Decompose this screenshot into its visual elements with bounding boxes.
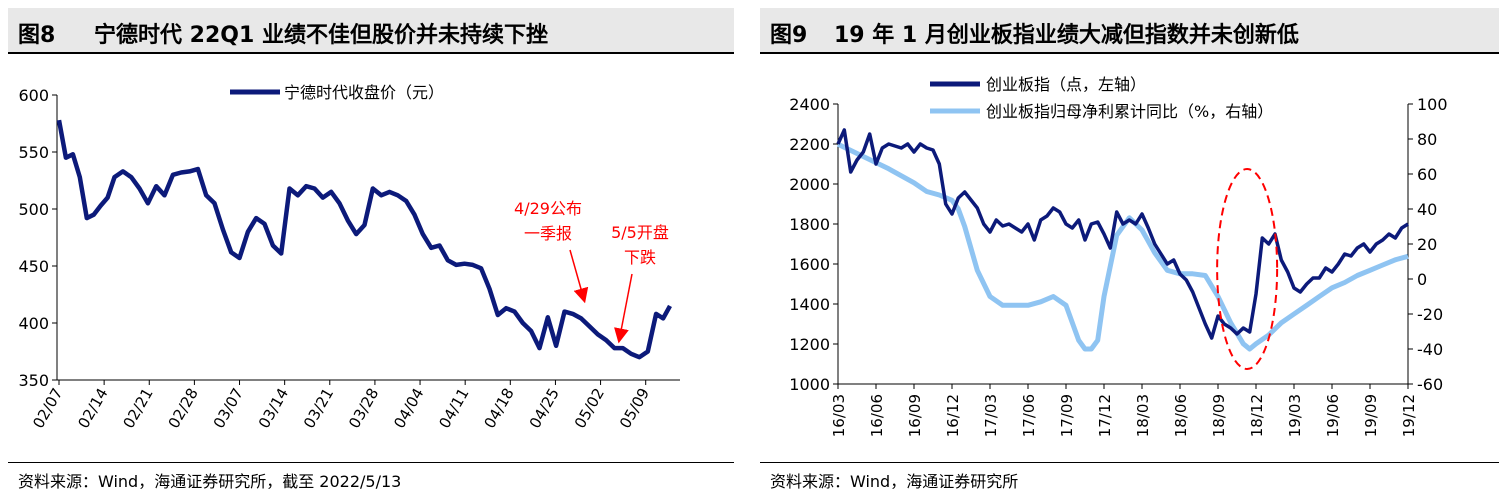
x-tick-label: 03/21 xyxy=(300,385,337,431)
x-tick-label: 04/18 xyxy=(481,385,518,431)
x-tick-label: 19/03 xyxy=(1286,394,1304,437)
x-tick-label: 05/02 xyxy=(571,385,608,431)
annotation-q1-report-line1: 4/29公布 xyxy=(514,199,582,218)
x-tick-label: 03/07 xyxy=(210,385,247,431)
y-tick-label-right: -60 xyxy=(1417,375,1443,394)
right-figure-number: 图9 xyxy=(770,23,808,48)
right-chart: 10001200140016001800200022002400-60-40-2… xyxy=(789,75,1448,437)
x-tick-label: 18/03 xyxy=(1134,394,1152,437)
y-tick-label-right: -40 xyxy=(1417,340,1443,359)
annotation-may5-drop-line1: 5/5开盘 xyxy=(611,223,669,242)
legend-label-index: 创业板指（点，左轴） xyxy=(986,75,1146,94)
y-tick-label-right: 100 xyxy=(1417,95,1448,114)
right-source: 资料来源：Wind，海通证券研究所 xyxy=(770,472,1019,491)
y-tick-label-right: 20 xyxy=(1417,235,1437,254)
series-line-chinext-index xyxy=(836,128,1409,340)
x-tick-label: 02/14 xyxy=(74,385,111,431)
right-bottom-rule xyxy=(760,462,1499,463)
y-tick-label-right: 60 xyxy=(1417,165,1437,184)
legend-label: 宁德时代收盘价（元） xyxy=(284,83,444,102)
x-tick-label: 03/28 xyxy=(345,385,382,431)
y-tick-label-left: 1000 xyxy=(789,375,830,394)
y-tick-label: 500 xyxy=(18,200,49,219)
y-tick-label: 400 xyxy=(18,314,49,333)
annotation-arrow-q1-report xyxy=(569,249,589,304)
y-tick-label: 600 xyxy=(18,86,49,105)
y-tick-label-left: 2400 xyxy=(789,95,830,114)
y-tick-label-left: 2200 xyxy=(789,135,830,154)
x-tick-label: 18/09 xyxy=(1210,394,1228,437)
right-title-bar: 图9 19 年 1 月创业板指业绩大减但指数并未创新低 xyxy=(760,8,1499,54)
y-tick-label: 350 xyxy=(18,371,49,390)
y-tick-label-left: 1800 xyxy=(789,215,830,234)
x-tick-label: 19/09 xyxy=(1362,394,1380,437)
right-figure: 图9 19 年 1 月创业板指业绩大减但指数并未创新低 1000 1200 1400… xyxy=(752,0,1507,502)
y-tick-label-right: 80 xyxy=(1417,130,1437,149)
y-tick-label-right: -20 xyxy=(1417,305,1443,324)
annotation-may5-drop-line2: 下跌 xyxy=(624,248,656,267)
x-tick-label: 02/07 xyxy=(29,385,66,431)
x-tick-label: 16/12 xyxy=(944,394,962,437)
left-title-bar: 图8 宁德时代 22Q1 业绩不佳但股价并未持续下挫 xyxy=(8,8,734,54)
series-line-close-price xyxy=(56,119,672,360)
x-tick-label: 17/12 xyxy=(1096,394,1114,437)
x-tick-label: 16/09 xyxy=(906,394,924,437)
annotation-dashed-ellipse xyxy=(1216,168,1279,370)
x-tick-label: 19/12 xyxy=(1400,394,1418,437)
y-tick-label-left: 2000 xyxy=(789,175,830,194)
y-tick-label-right: 40 xyxy=(1417,200,1437,219)
x-tick-label: 16/06 xyxy=(868,394,886,437)
x-tick-label: 04/04 xyxy=(390,385,427,431)
x-tick-label: 16/03 xyxy=(830,394,848,437)
y-tick-label: 550 xyxy=(18,143,49,162)
x-tick-label: 04/11 xyxy=(435,385,472,431)
y-tick-label-right: 0 xyxy=(1417,270,1427,289)
y-tick-label-left: 1200 xyxy=(789,335,830,354)
annotation-arrow-may5-drop xyxy=(614,273,633,344)
x-tick-label: 03/14 xyxy=(255,385,292,431)
left-bottom-rule xyxy=(8,462,734,463)
x-tick-label: 04/25 xyxy=(526,385,563,431)
right-figure-title: 19 年 1 月创业板指业绩大减但指数并未创新低 xyxy=(834,23,1299,48)
x-tick-label: 17/03 xyxy=(982,394,1000,437)
left-source: 资料来源：Wind，海通证券研究所，截至 2022/5/13 xyxy=(18,472,402,491)
y-tick-label-left: 1600 xyxy=(789,255,830,274)
x-tick-label: 02/21 xyxy=(120,385,157,431)
x-tick-label: 05/09 xyxy=(616,385,653,431)
x-tick-label: 17/06 xyxy=(1020,394,1038,437)
y-tick-label: 450 xyxy=(18,257,49,276)
legend-label-profit: 创业板指归母净利累计同比（%，右轴） xyxy=(986,102,1273,121)
x-tick-label: 18/06 xyxy=(1172,394,1190,437)
annotation-q1-report-line2: 一季报 xyxy=(524,224,572,243)
x-tick-label: 17/09 xyxy=(1058,394,1076,437)
x-tick-label: 19/06 xyxy=(1324,394,1342,437)
x-tick-label: 02/28 xyxy=(165,385,202,431)
y-tick-label-left: 1400 xyxy=(789,295,830,314)
x-tick-label: 18/12 xyxy=(1248,394,1266,437)
left-figure: 图8 宁德时代 22Q1 业绩不佳但股价并未持续下挫 350 400 450 500 5… xyxy=(0,0,742,502)
series-line-profit-growth xyxy=(836,142,1409,352)
left-figure-title: 宁德时代 22Q1 业绩不佳但股价并未持续下挫 xyxy=(94,23,548,48)
left-figure-number: 图8 xyxy=(18,23,56,48)
